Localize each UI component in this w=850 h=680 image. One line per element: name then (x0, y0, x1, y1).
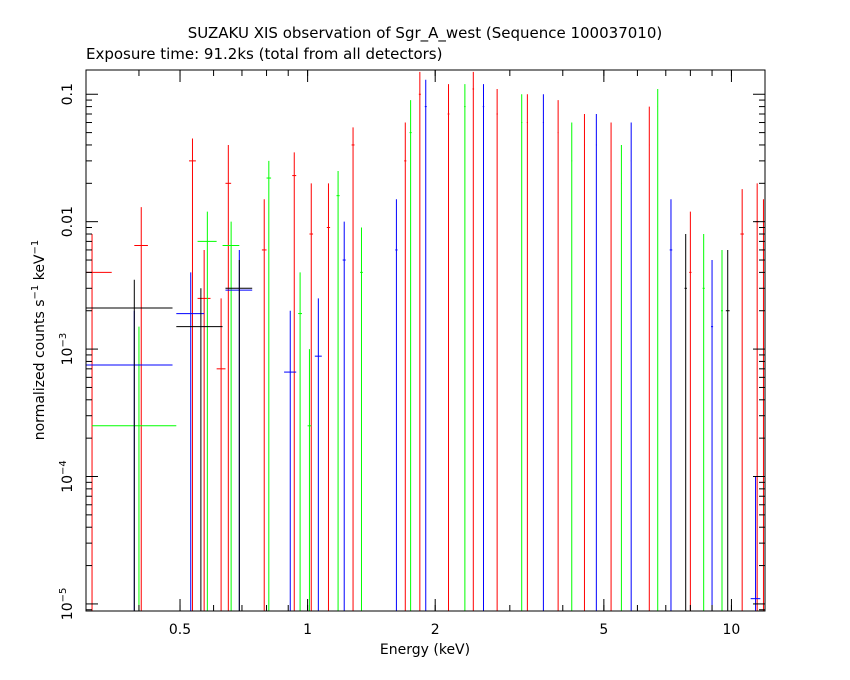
data-point (711, 260, 714, 611)
data-point (351, 127, 355, 611)
data-point (526, 94, 528, 611)
data-point (630, 122, 632, 611)
data-point (418, 71, 421, 611)
data-point (314, 298, 322, 611)
data-point (689, 211, 692, 611)
data-point (216, 298, 226, 611)
chart-title: SUZAKU XIS observation of Sgr_A_west (Se… (188, 24, 662, 43)
series-0 (86, 71, 765, 611)
data-point (197, 211, 217, 611)
data-point (225, 144, 232, 611)
plot-frame (85, 69, 766, 612)
data-point (496, 88, 498, 611)
data-point (176, 288, 223, 611)
data-point (482, 84, 485, 611)
data-point (521, 94, 523, 611)
series-1 (92, 84, 723, 611)
data-point (571, 122, 573, 611)
data-point (725, 249, 730, 611)
series-2 (86, 79, 761, 611)
data-point (342, 221, 346, 611)
data-point (266, 160, 272, 611)
data-point (261, 199, 267, 611)
data-point (176, 272, 205, 611)
data-point (472, 71, 475, 611)
data-point (307, 349, 312, 611)
data-point (222, 221, 240, 611)
data-point (583, 113, 585, 611)
data-point (620, 144, 622, 611)
data-point (404, 122, 407, 611)
data-point (721, 249, 723, 611)
axis-ticks: 0.5 1 2 5 10 0.1 0.01 10−3 10−4 10−5 (58, 70, 765, 638)
data-point (360, 227, 363, 611)
data-point (292, 152, 297, 611)
y-axis-label: normalized counts s−1 keV−1 (30, 240, 48, 441)
data-point (309, 183, 314, 611)
x-tick-label: 5 (599, 622, 608, 638)
data-point (225, 260, 253, 611)
data-point (740, 189, 744, 611)
data-point (447, 84, 450, 611)
data-point (326, 183, 331, 611)
x-tick-label: 2 (431, 622, 440, 638)
series-3 (86, 234, 730, 611)
data-point (750, 476, 761, 611)
y-tick-label: 10−4 (58, 460, 76, 493)
data-point (702, 234, 705, 611)
data-point (86, 279, 173, 611)
x-tick-label: 0.5 (169, 622, 191, 638)
chart-subtitle: Exposure time: 91.2ks (total from all de… (86, 45, 442, 63)
data-point (464, 84, 466, 611)
series-layer (86, 71, 765, 611)
data-point (86, 310, 173, 611)
x-tick-label: 10 (723, 622, 741, 638)
data-point (395, 199, 398, 611)
data-point (657, 88, 659, 611)
data-point (189, 138, 196, 611)
data-point (409, 100, 412, 611)
data-point (197, 249, 211, 611)
data-point (595, 113, 597, 611)
y-tick-label: 0.1 (60, 83, 76, 105)
data-point (610, 122, 612, 611)
data-point (542, 94, 544, 611)
x-tick-label: 1 (303, 622, 312, 638)
data-point (86, 234, 112, 611)
data-point (298, 272, 303, 611)
data-point (134, 207, 148, 611)
data-point (648, 106, 650, 611)
data-point (284, 310, 297, 611)
y-tick-label: 10−5 (58, 588, 76, 621)
data-point (336, 170, 340, 611)
y-tick-label: 0.01 (60, 206, 76, 237)
data-point (424, 79, 427, 611)
data-point (684, 234, 687, 611)
data-point (557, 100, 559, 611)
x-axis-label: Energy (keV) (380, 642, 470, 658)
data-point (669, 199, 673, 611)
y-tick-label: 10−3 (58, 333, 76, 366)
